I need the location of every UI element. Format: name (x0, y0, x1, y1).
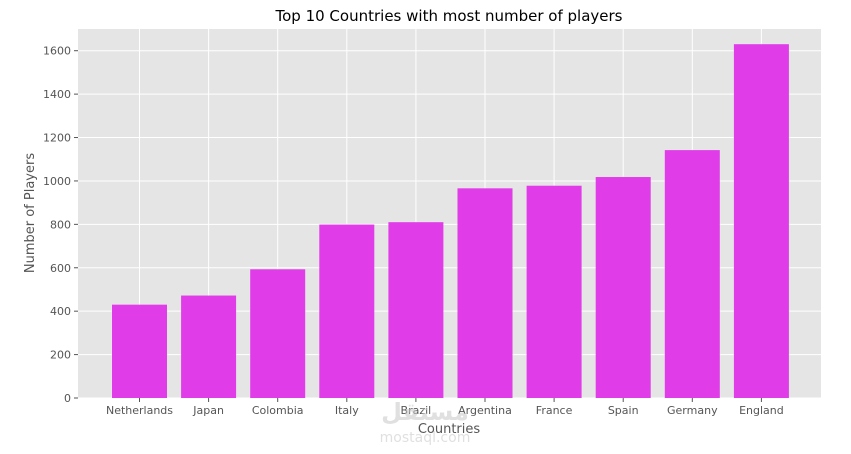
x-tick-label: Argentina (458, 404, 512, 417)
y-tick-label: 1000 (43, 175, 71, 188)
y-tick-label: 1600 (43, 45, 71, 58)
bar-japan (181, 295, 237, 398)
y-axis-label: Number of Players (23, 153, 38, 273)
bar-spain (595, 177, 651, 398)
bar-argentina (457, 188, 513, 398)
x-tick-label: Colombia (252, 404, 304, 417)
x-tick-label: England (739, 404, 784, 417)
bar-england (733, 44, 789, 398)
x-tick-label: France (536, 404, 573, 417)
y-tick-label: 800 (50, 218, 71, 231)
bar-series (112, 44, 789, 398)
x-tick-label: Spain (608, 404, 639, 417)
x-tick-label: Japan (192, 404, 224, 417)
chart-title: Top 10 Countries with most number of pla… (275, 7, 623, 25)
bar-france (526, 185, 582, 398)
x-axis-ticks: Netherlands Japan Colombia Italy Brazil Argen… (106, 398, 784, 417)
bar-italy (319, 224, 375, 398)
x-tick-label: Italy (335, 404, 359, 417)
bar-colombia (250, 269, 306, 398)
watermark: مستقل mostaql.com (380, 398, 471, 446)
y-tick-label: 1400 (43, 88, 71, 101)
y-tick-label: 400 (50, 305, 71, 318)
bar-brazil (388, 222, 444, 398)
y-tick-label: 1200 (43, 132, 71, 145)
y-tick-label: 0 (64, 392, 71, 405)
x-tick-label: Germany (667, 404, 718, 417)
x-tick-label: Netherlands (106, 404, 173, 417)
x-tick-label: Brazil (401, 404, 432, 417)
watermark-arabic: مستقل (381, 398, 469, 426)
bar-netherlands (112, 304, 167, 398)
x-axis-label: Countries (418, 422, 481, 437)
watermark-domain: mostaql.com (380, 430, 471, 446)
bar-germany (664, 150, 720, 398)
y-tick-label: 600 (50, 262, 71, 275)
y-tick-label: 200 (50, 349, 71, 362)
y-axis-ticks: 0 200 400 600 800 1000 1200 1400 1600 (43, 45, 78, 405)
